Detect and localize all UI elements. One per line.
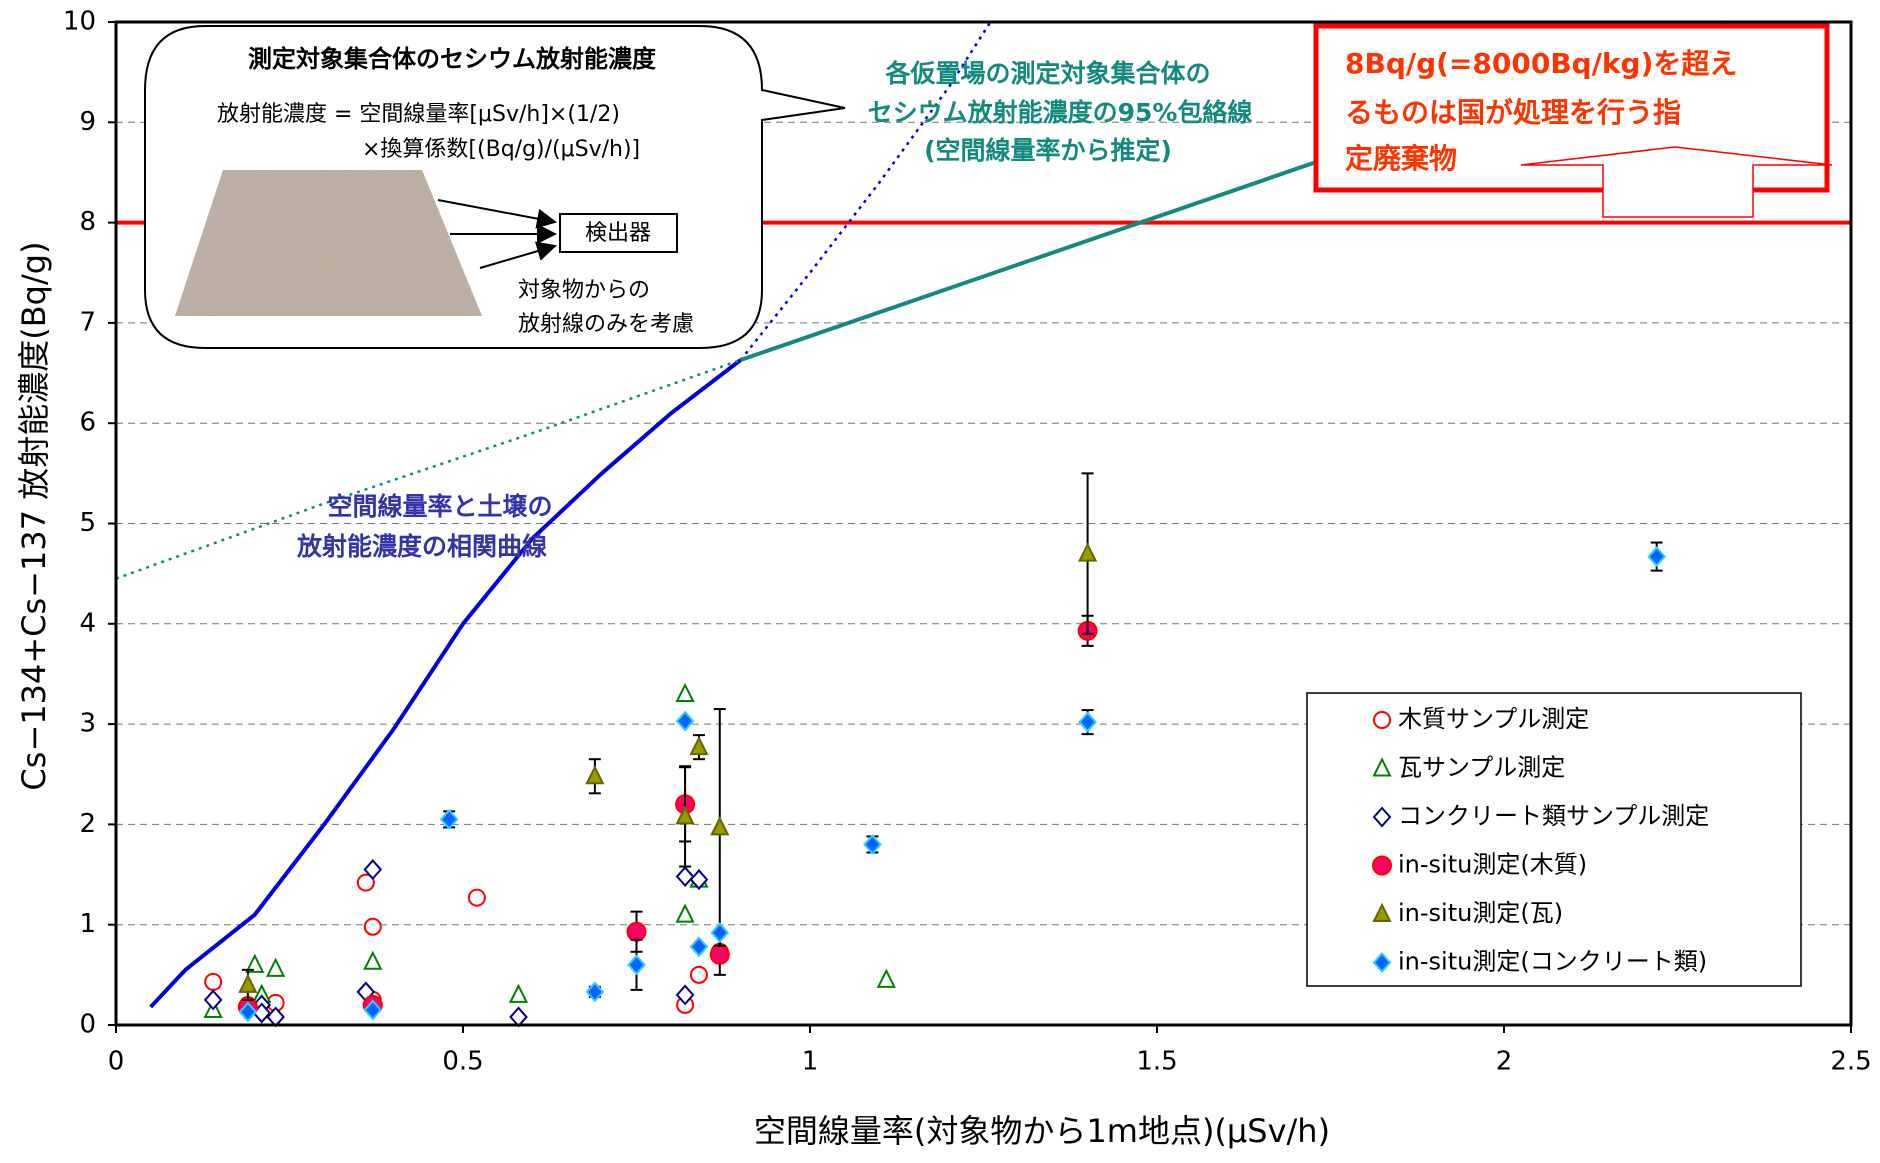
marker [439,808,459,830]
annotation: 8Bq/g(=8000Bq/kg)を超え [1345,47,1737,80]
legend-marker [1372,806,1392,828]
inset-title: 測定対象集合体のセシウム放射能濃度 [248,45,657,73]
marker [356,873,375,892]
marker [689,936,709,958]
marker [266,1006,285,1028]
curve [739,21,992,361]
legend-marker [1372,902,1392,922]
marker [863,833,882,855]
marker [1077,542,1098,562]
y-tick-label: 10 [63,7,96,37]
marker [238,973,258,993]
sample-image [175,170,482,316]
y-tick-label: 6 [79,408,96,438]
marker [689,735,709,756]
marker [876,968,896,988]
y-tick-label: 8 [79,207,96,237]
marker [585,981,605,1003]
annotation: セシウム放射能濃度の95%包絡線 [868,98,1253,127]
marker [689,869,709,891]
y-tick-label: 2 [79,809,96,839]
legend-label: コンクリート類サンプル測定 [1398,802,1709,830]
marker [266,957,286,977]
y-tick-label: 4 [79,608,96,638]
marker [509,1006,528,1028]
y-tick-label: 7 [79,307,96,337]
y-tick-label: 1 [79,909,96,939]
marker [585,765,605,785]
marker [363,950,383,970]
legend [1306,692,1802,987]
arrow [437,199,557,229]
arrow [479,241,557,269]
legend-marker [1372,951,1392,974]
legend-label: in-situ測定(瓦) [1398,899,1563,927]
marker [238,1001,258,1023]
curve [149,358,742,1009]
marker [626,921,647,942]
marker [675,866,695,888]
legend-label: in-situ測定(木質) [1398,851,1587,879]
y-tick-label: 0 [79,1010,96,1040]
y-tick-label: 3 [79,709,96,739]
annotation: 空間線量率と土壌の [327,492,552,521]
marker [1647,546,1667,568]
inset-note: 対象物からの [518,278,650,303]
marker [709,944,730,965]
marker [675,984,695,1006]
x-tick-label: 1 [802,1047,819,1077]
marker [508,983,529,1003]
regulation-note: 8Bq/g(=8000Bq/kg)を超え るものは国が処理を行う指 定廃棄物 [1313,23,1833,218]
marker [363,859,383,881]
marker [627,954,646,976]
x-tick-label: 0 [108,1047,125,1077]
marker [363,917,382,936]
inset-formula: 放射能濃度 = 空間線量率[μSv/h]×(1/2) [217,102,620,127]
annotation: 各仮置場の測定対象集合体の [884,59,1210,88]
legend-marker [1372,757,1392,777]
legend-label: 木質サンプル測定 [1398,705,1589,733]
marker [710,816,730,836]
marker [675,710,695,732]
x-tick-label: 1.5 [1136,1047,1177,1077]
marker [675,903,695,923]
x-tick-label: 2.5 [1830,1047,1871,1077]
legend-marker [1373,711,1391,729]
x-tick-label: 0.5 [442,1047,483,1077]
marker [710,922,730,944]
marker [675,805,695,825]
detector-label: 検出器 [585,221,651,246]
legend-label: in-situ測定(コンクリート類) [1398,948,1707,976]
x-tick-label: 2 [1496,1047,1513,1077]
marker [245,953,265,973]
marker [1078,711,1097,733]
marker [689,965,708,984]
inset-formula: ×換算係数[(Bq/g)/(μSv/h)] [362,137,640,162]
y-tick-label: 9 [79,107,96,137]
y-tick-label: 5 [79,508,96,538]
annotation: (空間線量率から推定) [924,136,1172,165]
inset-note: 放射線のみを考慮 [518,312,694,337]
inset: 測定対象集合体のセシウム放射能濃度 放射能濃度 = 空間線量率[μSv/h]×(… [144,25,846,349]
annotation: 定廃棄物 [1345,142,1457,175]
marker [467,888,486,907]
note-arrow [1520,146,1833,218]
y-axis-label: Cs−134+Cs−137 放射能濃度(Bq/g) [15,241,53,790]
marker [363,999,383,1021]
annotation: るものは国が処理を行う指 [1345,96,1681,129]
detector-box [559,213,678,253]
plot-frame [114,20,1853,1027]
marker [675,682,695,703]
marker [203,989,223,1011]
legend-label: 瓦サンプル測定 [1398,754,1565,782]
marker [204,972,223,991]
legend-marker [1372,855,1392,876]
annotation: 放射能濃度の相関曲線 [296,532,547,561]
x-axis-label: 空間線量率(対象物から1m地点)(μSv/h) [754,1112,1330,1150]
